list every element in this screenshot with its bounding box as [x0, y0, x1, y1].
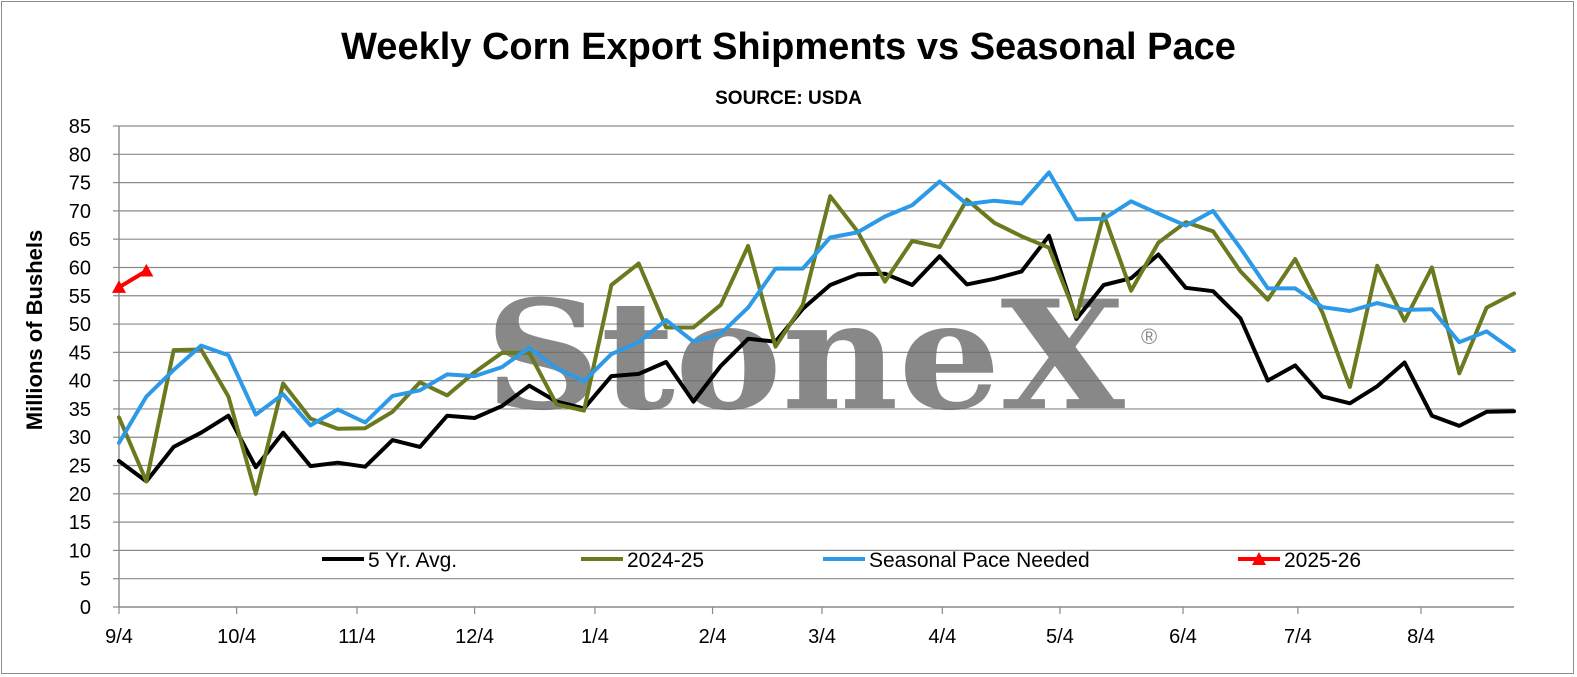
- series-line-5-yr-avg-: [117, 233, 1516, 484]
- y-tick-label: 10: [69, 540, 91, 562]
- y-tick-label: 70: [69, 201, 91, 223]
- chart-title: Weekly Corn Export Shipments vs Seasonal…: [341, 26, 1236, 68]
- data-point-marker: [112, 280, 126, 293]
- y-tick-label: 75: [69, 173, 91, 195]
- legend: 5 Yr. Avg. 2024-25 Seasonal Pace Needed 202…: [322, 549, 1361, 572]
- y-tick-label: 60: [69, 257, 91, 279]
- x-tick-label: 9/4: [105, 626, 133, 648]
- x-tick-label: 5/4: [1046, 626, 1074, 648]
- legend-marker: [1252, 552, 1266, 565]
- x-tick-label: 4/4: [928, 626, 956, 648]
- y-tick-labels: 0 5 10 15 20 25 30 35 40 45 50 55 60 65 70 75 80 85: [69, 116, 91, 619]
- y-tick-label: 45: [69, 342, 91, 364]
- y-tick-label: 30: [69, 427, 91, 449]
- x-tick-label: 10/4: [217, 626, 256, 648]
- x-tick-label: 11/4: [338, 626, 375, 648]
- y-tick-label: 20: [69, 484, 91, 506]
- y-tick-label: 50: [69, 314, 91, 336]
- y-tick-label: 40: [69, 371, 91, 393]
- series-lines: [112, 170, 1516, 496]
- x-tick-label: 6/4: [1169, 626, 1197, 648]
- legend-label: 2025-26: [1284, 549, 1361, 572]
- chart-subtitle: SOURCE: USDA: [715, 88, 862, 109]
- axes: [113, 125, 1514, 614]
- y-tick-label: 25: [69, 456, 91, 478]
- y-tick-label: 85: [69, 116, 91, 138]
- x-tick-label: 12/4: [455, 626, 494, 648]
- y-tick-label: 80: [69, 144, 91, 166]
- data-point-marker: [139, 263, 154, 277]
- x-tick-label: 8/4: [1407, 626, 1435, 648]
- y-tick-label: 55: [69, 286, 91, 308]
- x-tick-label: 7/4: [1284, 626, 1312, 648]
- legend-label: Seasonal Pace Needed: [869, 549, 1090, 572]
- x-tick-labels: 9/4 10/4 11/4 12/4 1/4 2/4 3/4 4/4 5/4 6/4 7/4 8/4: [105, 626, 1435, 648]
- legend-label: 5 Yr. Avg.: [368, 549, 457, 572]
- y-tick-label: 35: [69, 399, 91, 421]
- watermark-registered-mark: ®: [1141, 324, 1157, 349]
- x-tick-label: 1/4: [581, 626, 609, 648]
- series-line-seasonal-pace-needed: [117, 170, 1516, 445]
- y-tick-label: 65: [69, 229, 91, 251]
- legend-label: 2024-25: [627, 549, 704, 572]
- y-tick-label: 5: [80, 569, 91, 591]
- x-tick-label: 3/4: [808, 626, 836, 648]
- x-tick-label: 2/4: [699, 626, 727, 648]
- y-tick-label: 15: [69, 512, 91, 534]
- y-tick-label: 0: [80, 597, 91, 619]
